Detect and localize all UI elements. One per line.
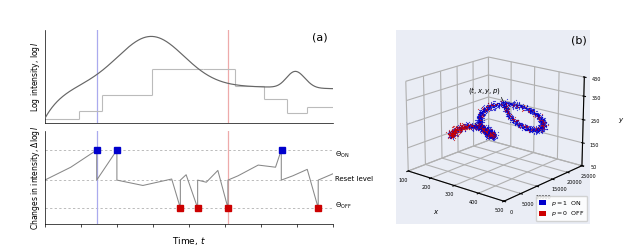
Text: $\Theta_{\mathrm{OFF}}$: $\Theta_{\mathrm{OFF}}$ [335, 200, 351, 210]
Y-axis label: Changes in intensity, $\Delta \log I$: Changes in intensity, $\Delta \log I$ [29, 125, 42, 230]
Legend: $p = 1$  ON, $p = 0$  OFF: $p = 1$ ON, $p = 0$ OFF [536, 196, 587, 221]
X-axis label: Time, $t$: Time, $t$ [172, 235, 206, 247]
Text: (b): (b) [570, 36, 586, 46]
Y-axis label: Log intensity, $\log I$: Log intensity, $\log I$ [29, 41, 42, 112]
Text: $\Theta_{\mathrm{ON}}$: $\Theta_{\mathrm{ON}}$ [335, 150, 349, 160]
Text: Reset level: Reset level [335, 176, 372, 182]
Text: (a): (a) [312, 33, 328, 43]
X-axis label: $x$: $x$ [433, 208, 440, 216]
